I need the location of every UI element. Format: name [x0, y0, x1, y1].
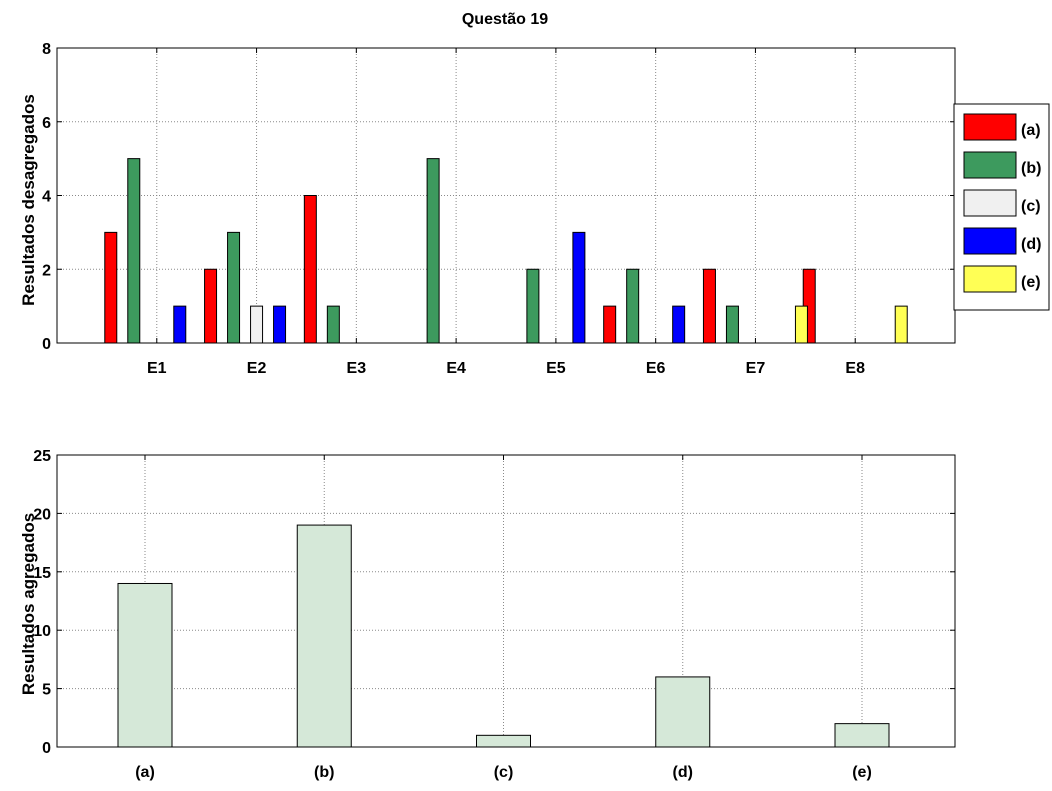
bar-e2-b — [227, 231, 241, 344]
bottom-y-tick-label: 20 — [33, 506, 51, 523]
bar-e2-d — [273, 305, 287, 344]
bottom-y-tick-label: 0 — [42, 740, 51, 757]
bottom-y-tick-label: 15 — [33, 565, 51, 582]
bar-e7-e — [794, 305, 808, 344]
bar-e2-a — [204, 268, 218, 344]
bar-e7-a — [702, 268, 716, 344]
bottom-x-tick-label: (c) — [494, 764, 514, 781]
legend-swatch-e — [963, 265, 1017, 293]
top-x-tick-label: E8 — [845, 360, 865, 377]
bottom-x-tick-label: (b) — [314, 764, 334, 781]
top-x-tick-label: E6 — [646, 360, 666, 377]
bottom-chart-aggregated: 0 5 10 15 20 25 (a) (b) (c) (d) (e) — [33, 448, 956, 781]
top-plot-frame — [56, 47, 956, 344]
chart-title: Questão 19 — [462, 11, 548, 28]
bottom-x-tick-label: (a) — [135, 764, 155, 781]
bar-e7-b — [725, 305, 739, 344]
bar-e5-d — [572, 231, 586, 344]
bar-e1-b — [127, 158, 141, 344]
legend-label-b: (b) — [1021, 160, 1041, 177]
legend-label-e: (e) — [1021, 274, 1041, 291]
bottom-y-tick-label: 5 — [42, 682, 51, 699]
top-y-tick-label: 6 — [42, 115, 51, 132]
bottom-x-tick-label: (e) — [852, 764, 872, 781]
legend-label-c: (c) — [1021, 198, 1041, 215]
bar-e5-b — [526, 268, 540, 344]
legend-label-a: (a) — [1021, 122, 1041, 139]
legend-label-d: (d) — [1021, 236, 1041, 253]
bottom-x-tick-label: (d) — [673, 764, 693, 781]
agg-bar-c — [476, 734, 531, 748]
agg-bar-d — [655, 676, 711, 748]
bottom-y-tick-label: 25 — [33, 448, 51, 465]
bar-e3-a — [303, 195, 317, 344]
bar-e2-c — [250, 305, 264, 344]
bottom-y-axis-label: Resultados agregados — [19, 513, 38, 695]
bar-e6-d — [672, 305, 686, 344]
top-x-tick-label: E4 — [446, 360, 466, 377]
top-y-tick-label: 8 — [42, 41, 51, 58]
legend-swatch-d — [963, 227, 1017, 255]
agg-bar-a — [117, 582, 173, 748]
agg-bar-b — [296, 524, 352, 748]
bottom-plot-frame — [56, 454, 956, 748]
top-y-tick-label: 2 — [42, 262, 51, 279]
top-x-tick-label: E7 — [746, 360, 766, 377]
top-x-tick-label: E1 — [147, 360, 167, 377]
top-x-tick-label: E2 — [247, 360, 267, 377]
bar-e8-e — [894, 305, 908, 344]
top-x-tick-label: E5 — [546, 360, 566, 377]
bottom-y-tick-label: 10 — [33, 623, 51, 640]
agg-bar-e — [834, 723, 890, 748]
bar-e1-a — [104, 231, 118, 344]
top-y-tick-label: 0 — [42, 336, 51, 353]
legend-swatch-a — [963, 113, 1017, 141]
top-chart-disaggregated: 0 2 4 6 8 E1 E2 E3 E4 E5 E6 E7 E8 — [42, 41, 956, 377]
bar-e6-b — [626, 268, 640, 344]
legend-swatch-c — [963, 189, 1017, 217]
bar-e3-b — [326, 305, 340, 344]
top-x-tick-label: E3 — [347, 360, 367, 377]
bar-e6-a — [603, 305, 617, 344]
top-y-tick-label: 4 — [42, 189, 51, 206]
top-y-axis-label: Resultados desagregados — [19, 94, 38, 306]
legend-swatch-b — [963, 151, 1017, 179]
bar-e4-b — [426, 158, 440, 344]
legend: (a) (b) (c) (d) (e) — [953, 103, 1050, 311]
bar-e1-d — [173, 305, 187, 344]
